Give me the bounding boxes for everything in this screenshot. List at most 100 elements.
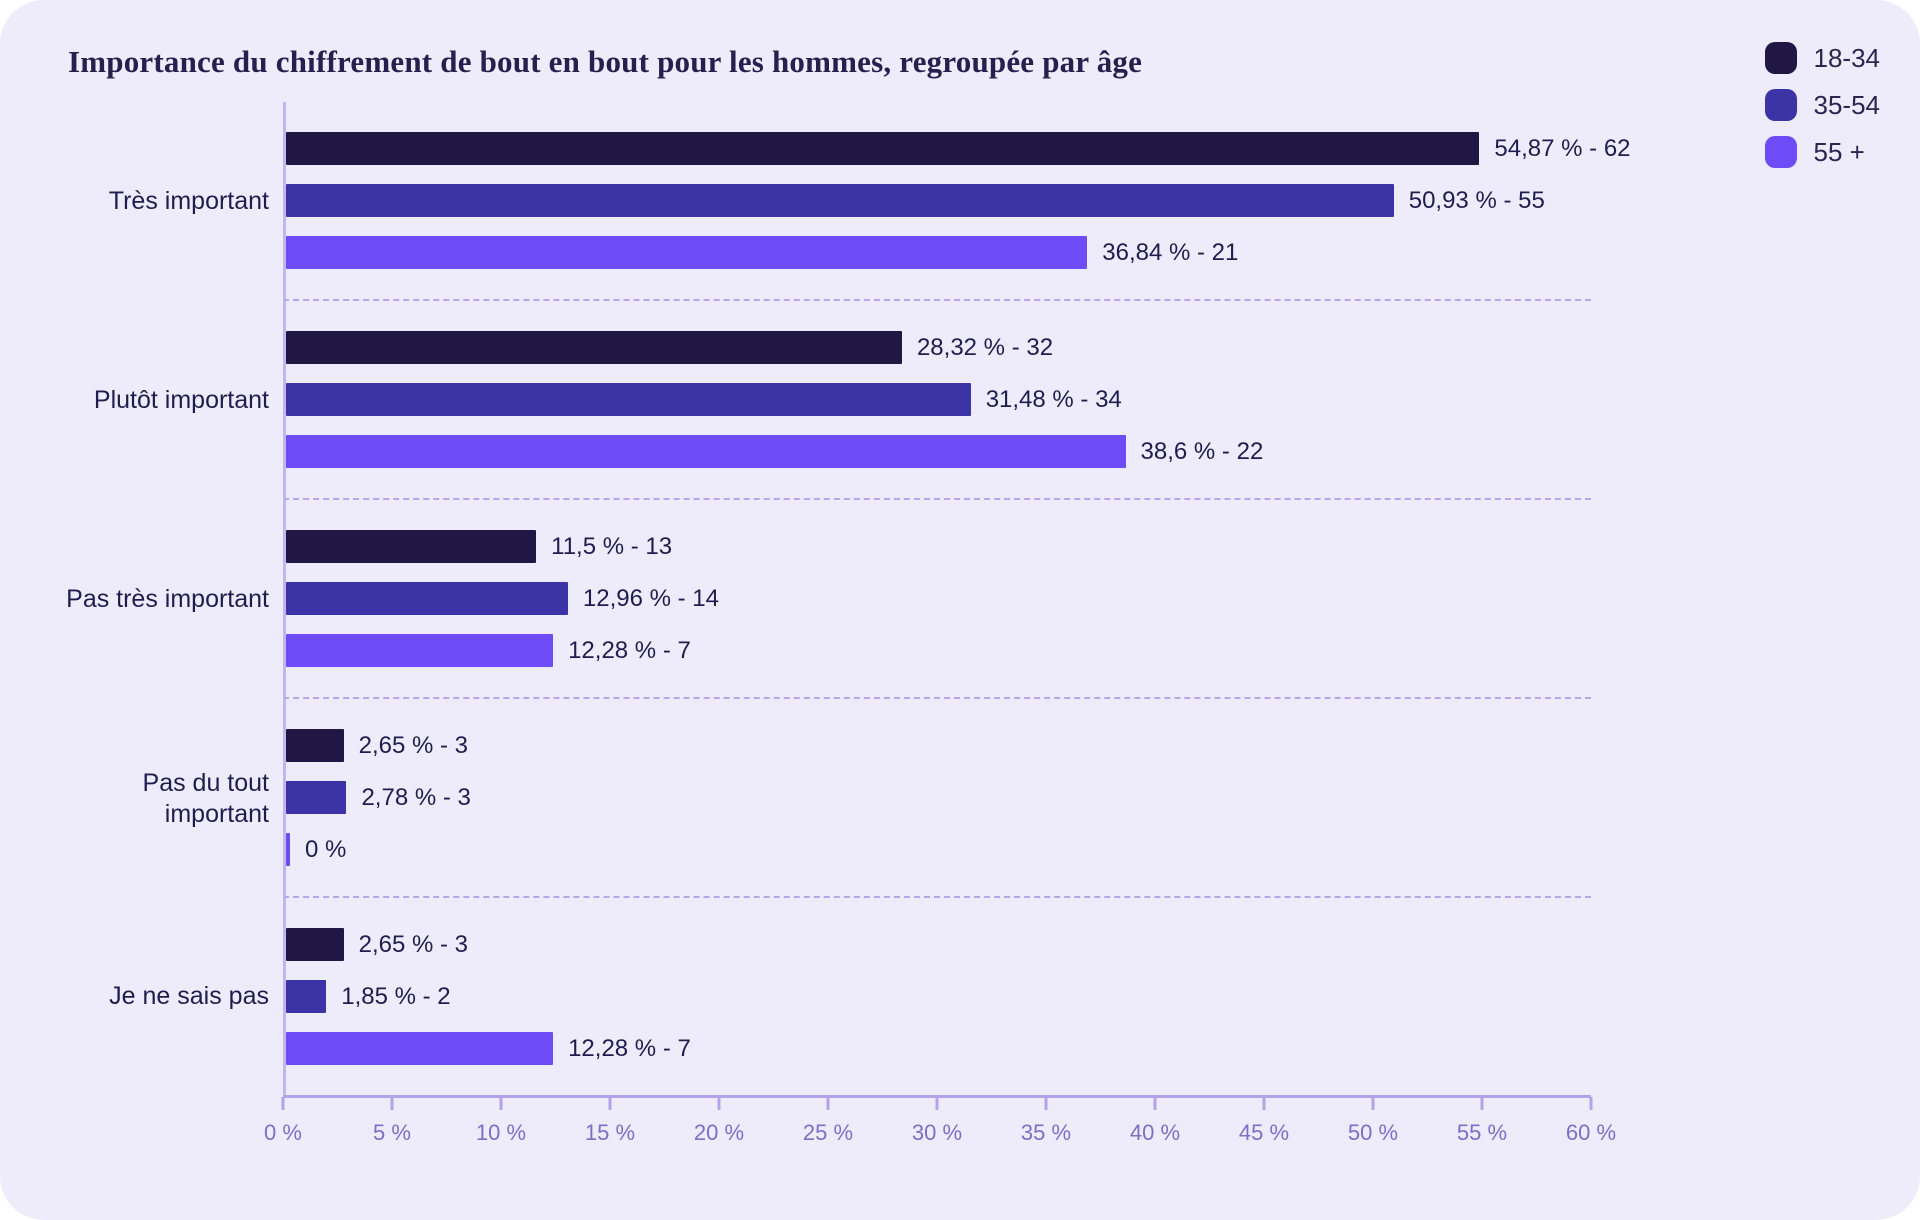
x-axis-tick xyxy=(1480,1097,1484,1110)
x-axis-tick-label: 50 % xyxy=(1347,1120,1399,1145)
x-axis-tick-label: 40 % xyxy=(1129,1120,1181,1145)
legend-swatch-icon xyxy=(1764,136,1797,168)
bar-35-54[interactable]: 31,48 % - 34 xyxy=(286,383,1122,416)
bar-value-label: 36,84 % - 21 xyxy=(1102,238,1239,266)
bar-row-18-34: 54,87 % - 62 xyxy=(286,132,1631,165)
category-group-tr-s-important: Très important 54,87 % - 62 50,93 % - 55 36… xyxy=(0,102,1920,301)
category-track: 28,32 % - 32 31,48 % - 34 38,6 % - 22 xyxy=(283,301,1591,500)
bar-35-54[interactable]: 1,85 % - 2 xyxy=(286,980,451,1013)
x-axis-tick xyxy=(1044,1097,1048,1110)
category-group-je-ne-sais-pas: Je ne sais pas 2,65 % - 3 1,85 % - 2 12,28 … xyxy=(0,898,1920,1095)
category-label-text: Pas du tout important xyxy=(142,769,269,828)
category-group-plut-t-important: Plutôt important 28,32 % - 32 31,48 % - 34… xyxy=(0,301,1920,500)
x-axis-tick-label: 5 % xyxy=(373,1120,411,1145)
bar-row-55: 38,6 % - 22 xyxy=(286,435,1591,468)
x-axis-tick xyxy=(1589,1097,1593,1110)
bar-value-label: 38,6 % - 22 xyxy=(1140,437,1264,465)
x-axis-tick xyxy=(499,1097,503,1110)
category-label: Très important xyxy=(0,102,283,301)
category-group-pas-tr-s-important: Pas très important 11,5 % - 13 12,96 % - 1… xyxy=(0,500,1920,699)
bar-18-34[interactable]: 28,32 % - 32 xyxy=(286,331,1053,364)
category-label-text: Très important xyxy=(108,187,269,216)
bar-35-54[interactable]: 2,78 % - 3 xyxy=(286,781,471,814)
x-axis-tick-label: 30 % xyxy=(911,1120,963,1145)
plot-area: Très important 54,87 % - 62 50,93 % - 55 36… xyxy=(0,102,1920,1095)
bar-row-18-34: 11,5 % - 13 xyxy=(286,530,1591,563)
bar-55[interactable]: 38,6 % - 22 xyxy=(286,435,1263,468)
bar-row-18-34: 2,65 % - 3 xyxy=(286,729,1591,762)
bar-value-label: 11,5 % - 13 xyxy=(551,532,673,560)
legend-label: 35-54 xyxy=(1813,89,1881,120)
bar-row-55: 12,28 % - 7 xyxy=(286,634,1591,667)
bar-55[interactable]: 36,84 % - 21 xyxy=(286,236,1238,269)
x-axis-tick-label: 55 % xyxy=(1456,1120,1508,1145)
bar-value-label: 1,85 % - 2 xyxy=(341,982,451,1010)
x-axis-tick-label: 25 % xyxy=(802,1120,854,1145)
bar-row-55: 12,28 % - 7 xyxy=(286,1032,1591,1065)
bar-value-label: 54,87 % - 62 xyxy=(1494,134,1631,162)
category-label-text: Plutôt important xyxy=(93,386,269,415)
bar-35-54[interactable]: 50,93 % - 55 xyxy=(286,184,1545,217)
category-label: Plutôt important xyxy=(0,301,283,500)
x-axis-tick-label: 45 % xyxy=(1238,1120,1290,1145)
bar-value-label: 2,78 % - 3 xyxy=(361,783,471,811)
bar-value-label: 2,65 % - 3 xyxy=(358,731,469,759)
category-label-text: Je ne sais pas xyxy=(109,982,269,1011)
legend-item-55[interactable]: 55 + xyxy=(1764,136,1881,168)
category-label-text: Pas très important xyxy=(66,585,269,614)
bar-value-label: 12,28 % - 7 xyxy=(568,1034,691,1062)
chart-header: Importance du chiffrement de bout en bou… xyxy=(0,0,1920,168)
legend-swatch-icon xyxy=(1764,42,1797,74)
x-axis-tick xyxy=(390,1097,394,1110)
category-label: Pas du tout important xyxy=(0,699,283,898)
bar-row-18-34: 28,32 % - 32 xyxy=(286,331,1591,364)
bar-18-34[interactable]: 2,65 % - 3 xyxy=(286,729,468,762)
category-group-pas-du-tout-important: Pas du tout important 2,65 % - 3 2,78 % - … xyxy=(0,699,1920,898)
bar-18-34[interactable]: 11,5 % - 13 xyxy=(286,530,672,563)
x-axis-tick-label: 0 % xyxy=(264,1120,302,1145)
bar-row-35-54: 1,85 % - 2 xyxy=(286,980,1591,1013)
category-track: 11,5 % - 13 12,96 % - 14 12,28 % - 7 xyxy=(283,500,1591,699)
bar-value-label: 0 % xyxy=(305,835,347,863)
bar-row-35-54: 31,48 % - 34 xyxy=(286,383,1591,416)
bar-row-55: 36,84 % - 21 xyxy=(286,236,1591,269)
bar-value-label: 31,48 % - 34 xyxy=(985,385,1122,413)
x-axis-tick xyxy=(717,1097,721,1110)
x-axis-tick xyxy=(281,1097,285,1110)
bar-55[interactable]: 12,28 % - 7 xyxy=(286,634,691,667)
bar-row-35-54: 2,78 % - 3 xyxy=(286,781,1591,814)
chart-title: Importance du chiffrement de bout en bou… xyxy=(68,44,1143,79)
category-track: 2,65 % - 3 2,78 % - 3 0 % xyxy=(283,699,1591,898)
bar-55[interactable]: 0 % xyxy=(286,833,346,866)
x-axis-line: 0 % 5 % 10 % 15 % 20 % 25 % 30 % 35 % 40 % 45 % 50… xyxy=(264,1095,1616,1159)
bar-18-34[interactable]: 54,87 % - 62 xyxy=(286,132,1631,165)
bar-value-label: 28,32 % - 32 xyxy=(916,333,1054,361)
x-axis-tick xyxy=(608,1097,612,1110)
x-axis-spacer xyxy=(0,1095,283,1159)
bar-row-35-54: 12,96 % - 14 xyxy=(286,582,1591,615)
x-axis-tick-label: 10 % xyxy=(475,1120,527,1145)
x-axis-tick xyxy=(1262,1097,1266,1110)
legend-item-35-54[interactable]: 35-54 xyxy=(1764,89,1881,121)
x-axis-tick-label: 15 % xyxy=(584,1120,636,1145)
bar-value-label: 50,93 % - 55 xyxy=(1408,186,1545,214)
x-axis-tick-label: 20 % xyxy=(693,1120,745,1145)
bar-35-54[interactable]: 12,96 % - 14 xyxy=(286,582,719,615)
bar-18-34[interactable]: 2,65 % - 3 xyxy=(286,928,468,961)
legend-label: 55 + xyxy=(1813,136,1865,167)
x-axis-tick xyxy=(826,1097,830,1110)
legend-item-18-34[interactable]: 18-34 xyxy=(1764,42,1881,74)
x-axis-tick xyxy=(1153,1097,1157,1110)
bar-55[interactable]: 12,28 % - 7 xyxy=(286,1032,691,1065)
category-label: Je ne sais pas xyxy=(0,898,283,1095)
legend: 18-34 35-54 55 + xyxy=(1764,42,1881,168)
bar-row-18-34: 2,65 % - 3 xyxy=(286,928,1591,961)
bar-row-55: 0 % xyxy=(286,833,1591,866)
bar-value-label: 2,65 % - 3 xyxy=(358,930,469,958)
category-label: Pas très important xyxy=(0,500,283,699)
legend-label: 18-34 xyxy=(1813,42,1881,73)
bar-value-label: 12,96 % - 14 xyxy=(582,584,719,612)
x-axis-tick-label: 35 % xyxy=(1020,1120,1072,1145)
bar-row-35-54: 50,93 % - 55 xyxy=(286,184,1591,217)
